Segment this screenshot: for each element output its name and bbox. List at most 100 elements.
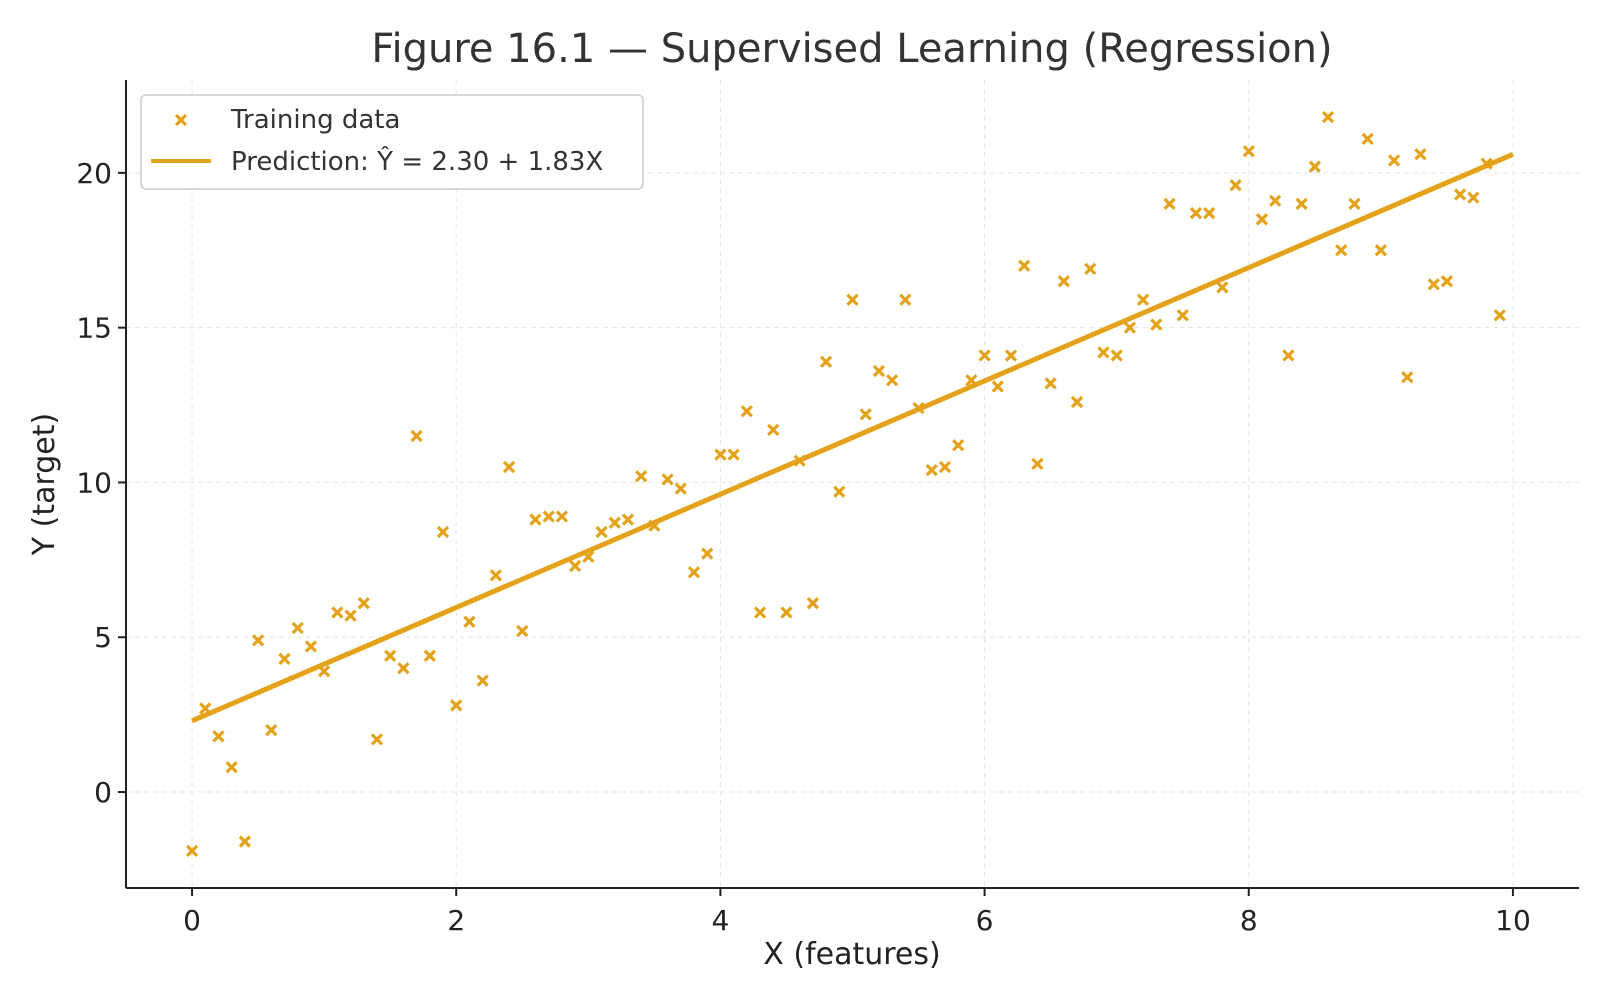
training-data-point — [1467, 191, 1480, 204]
training-data-point — [819, 355, 833, 368]
training-data-point — [714, 448, 727, 461]
training-data-point — [859, 408, 872, 421]
training-data-point — [265, 723, 278, 737]
training-data-point — [1453, 188, 1467, 201]
training-data-point — [1321, 111, 1335, 124]
training-data-point — [199, 702, 212, 715]
training-data-point — [529, 513, 542, 526]
training-data-point — [938, 460, 952, 474]
training-data-point — [1335, 244, 1348, 257]
x-tick-label: 2 — [447, 904, 465, 937]
training-data-point — [701, 547, 714, 560]
training-data-point — [397, 662, 410, 675]
training-data-point — [978, 349, 991, 362]
training-data-point — [423, 649, 436, 662]
training-data-point — [1401, 371, 1414, 384]
legend-box — [140, 94, 644, 190]
training-data-point — [661, 473, 674, 486]
training-data-point — [1031, 457, 1044, 471]
y-tick-label: 0 — [94, 776, 112, 809]
training-data-point — [648, 519, 661, 532]
prediction-line — [191, 152, 1514, 724]
y-ticks: 0 5 10 15 20 — [76, 157, 126, 809]
legend-scatter-marker — [174, 113, 188, 127]
training-data-point — [1203, 206, 1216, 220]
training-data-point — [1189, 206, 1203, 220]
training-data-point — [1004, 349, 1018, 362]
training-data-point — [502, 460, 516, 474]
training-data-point — [1255, 213, 1269, 226]
x-ticks: 0 2 4 6 8 10 — [183, 888, 1531, 937]
training-data-point — [1387, 154, 1401, 167]
training-data-point — [1057, 275, 1070, 288]
training-data-point — [674, 482, 687, 495]
x-tick-label: 0 — [183, 904, 201, 937]
training-data-point — [635, 470, 648, 483]
training-data-point — [568, 559, 582, 573]
training-data-point — [740, 405, 753, 418]
training-data-point — [1282, 349, 1295, 362]
training-data-point — [833, 485, 846, 498]
training-points-layer — [185, 111, 1506, 857]
x-tick-label: 10 — [1495, 904, 1531, 937]
training-data-point — [1229, 179, 1242, 192]
training-data-point — [1097, 346, 1110, 359]
training-data-point — [965, 374, 978, 387]
training-data-point — [1440, 275, 1454, 288]
training-data-point — [806, 597, 820, 610]
training-data-point — [555, 510, 569, 523]
training-data-point — [1361, 132, 1374, 145]
training-data-point — [846, 293, 859, 306]
training-data-point — [370, 733, 384, 746]
y-axis-label: Y (target) — [27, 413, 62, 557]
training-data-point — [1269, 194, 1282, 207]
training-data-point — [1480, 157, 1493, 170]
training-data-point — [450, 699, 463, 712]
training-data-point — [687, 566, 701, 579]
training-data-point — [1242, 145, 1255, 158]
training-data-point — [582, 550, 595, 563]
x-tick-label: 8 — [1240, 904, 1258, 937]
training-data-point — [1374, 244, 1387, 257]
training-data-point — [952, 439, 965, 452]
training-data-point — [1176, 309, 1189, 322]
training-data-point — [291, 621, 304, 635]
training-data-point — [1216, 281, 1229, 294]
y-tick-label: 10 — [76, 466, 112, 499]
training-data-point — [608, 516, 621, 529]
x-axis-label: X (features) — [763, 937, 940, 972]
training-data-point — [1084, 262, 1097, 275]
training-data-point — [1295, 197, 1308, 210]
training-data-point — [899, 293, 912, 306]
training-data-point — [318, 665, 331, 678]
training-data-point — [251, 634, 265, 647]
training-data-point — [304, 640, 318, 653]
training-data-point — [991, 380, 1004, 393]
training-data-point — [767, 423, 780, 436]
training-data-point — [410, 429, 423, 443]
training-data-point — [885, 374, 899, 387]
training-data-point — [476, 674, 489, 687]
training-data-point — [621, 513, 635, 526]
y-tick-label: 20 — [76, 157, 112, 190]
y-tick-label: 5 — [94, 621, 112, 654]
training-data-point — [185, 844, 199, 857]
training-data-point — [872, 364, 886, 378]
training-data-point — [1018, 259, 1031, 272]
training-data-point — [1044, 377, 1057, 390]
legend-x-glyph — [174, 113, 188, 127]
training-data-point — [516, 624, 529, 638]
training-data-point — [1150, 318, 1163, 331]
legend-label-training: Training data — [230, 105, 400, 135]
training-data-point — [793, 454, 806, 467]
training-data-point — [436, 525, 450, 539]
training-data-point — [357, 597, 370, 610]
training-data-point — [595, 525, 608, 539]
x-tick-label: 6 — [976, 904, 994, 937]
training-data-point — [1427, 278, 1440, 291]
training-data-point — [1163, 197, 1176, 210]
training-data-point — [225, 761, 238, 774]
training-data-point — [212, 730, 225, 743]
training-data-point — [344, 609, 357, 622]
